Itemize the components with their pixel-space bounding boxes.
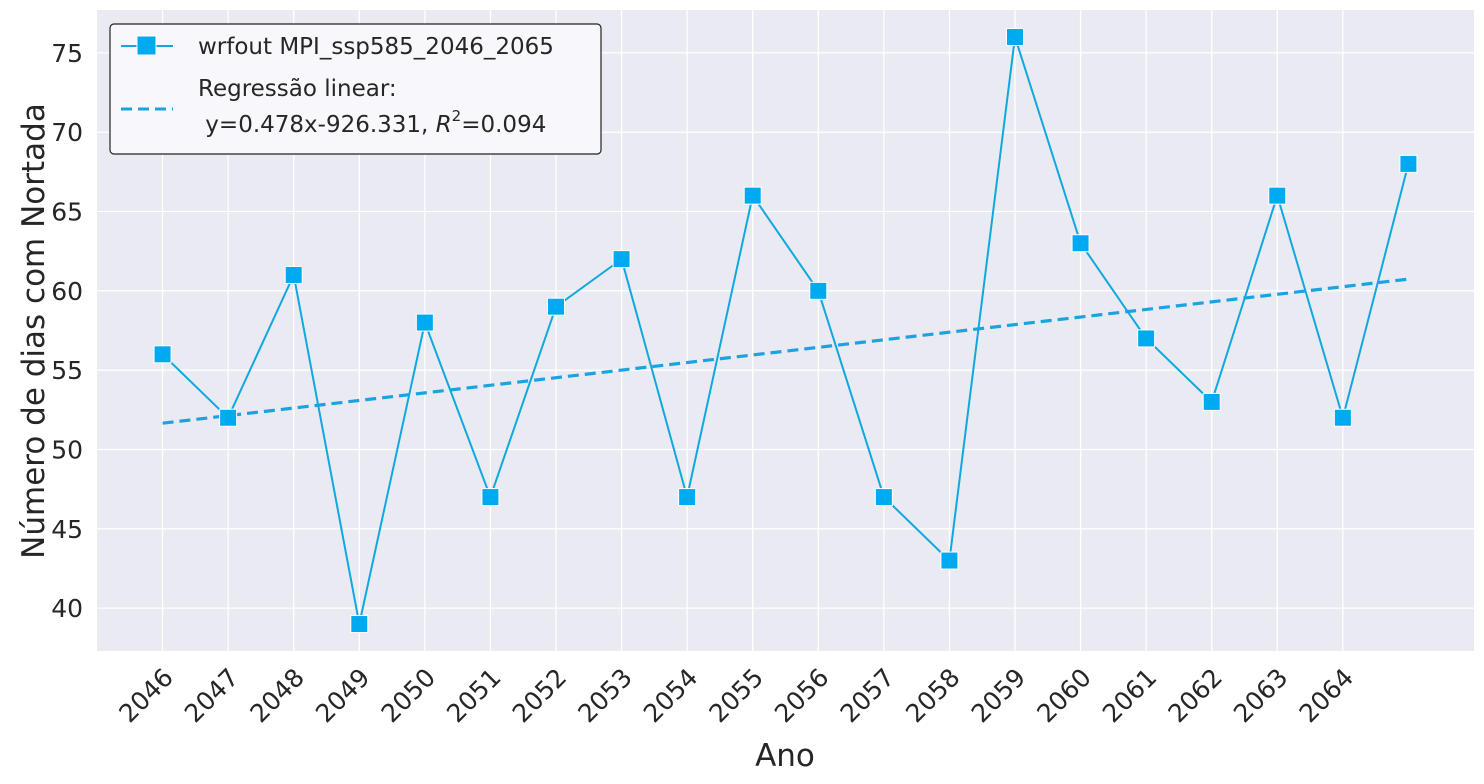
data-point-marker [1137, 329, 1156, 348]
x-tick-label: 2062 [1162, 663, 1227, 728]
x-tick-label: 2051 [441, 663, 506, 728]
x-tick-label: 2050 [376, 663, 441, 728]
series-line [161, 36, 1410, 625]
series-polyline [161, 36, 1410, 625]
legend-r2-value: =0.094 [461, 112, 546, 138]
y-tick-label: 40 [51, 594, 83, 623]
data-point-marker [284, 265, 303, 284]
data-point-marker [612, 250, 631, 269]
x-tick-label: 2047 [179, 663, 244, 728]
legend-series-label: wrfout MPI_ssp585_2046_2065 [198, 34, 554, 60]
data-point-marker [219, 408, 238, 427]
legend-equation-text: y=0.478x-926.331, [198, 112, 436, 138]
data-point-marker [153, 345, 172, 364]
x-tick-label: 2053 [572, 663, 637, 728]
x-tick-label: 2057 [835, 663, 900, 728]
data-point-marker [1006, 27, 1024, 46]
y-axis-tick-labels: 40 45 50 55 60 65 70 75 [51, 39, 83, 623]
legend-regression-label: Regressão linear: [198, 76, 397, 102]
x-tick-label: 2046 [113, 663, 178, 728]
legend-box [109, 23, 602, 155]
x-tick-label: 2059 [966, 663, 1031, 728]
legend: wrfout MPI_ssp585_2046_2065 Regressão li… [109, 23, 602, 155]
data-point-marker [1202, 392, 1221, 411]
y-axis-title: Número de dias com Nortada [16, 103, 52, 559]
y-tick-label: 65 [51, 198, 83, 227]
data-point-marker [809, 281, 828, 300]
data-point-marker [350, 615, 369, 634]
y-tick-label: 75 [51, 39, 83, 68]
y-tick-label: 60 [51, 277, 83, 306]
data-point-marker [678, 488, 697, 507]
x-tick-label: 2048 [244, 663, 309, 728]
y-tick-label: 45 [51, 515, 83, 544]
legend-series-marker-sample [136, 35, 157, 56]
data-point-marker [874, 488, 893, 507]
legend-regression-equation: y=0.478x-926.331, R2=0.094 [198, 107, 546, 138]
data-point-marker [940, 551, 959, 570]
data-point-marker [743, 186, 762, 205]
x-tick-label: 2056 [769, 663, 834, 728]
x-tick-label: 2060 [1031, 663, 1096, 728]
data-point-marker [415, 313, 434, 332]
data-point-marker [1333, 408, 1352, 427]
x-tick-label: 2054 [638, 663, 703, 728]
data-point-marker [547, 297, 565, 316]
x-tick-label: 2061 [1097, 663, 1162, 728]
x-tick-label: 2052 [507, 663, 572, 728]
regression-line [162, 277, 1409, 425]
y-tick-label: 55 [51, 356, 83, 385]
legend-r2-superscript: 2 [452, 107, 462, 125]
y-tick-label: 70 [51, 118, 83, 147]
data-point-marker [481, 488, 500, 507]
series-markers [153, 27, 1418, 634]
x-tick-label: 2063 [1228, 663, 1293, 728]
x-tick-label: 2058 [900, 663, 965, 728]
x-axis-title: Ano [755, 738, 815, 774]
data-point-marker [1268, 186, 1287, 205]
x-tick-label: 2055 [703, 663, 768, 728]
x-axis-tick-labels: 2046 2047 2048 2049 2050 2051 2052 2053 2054 2055… [113, 663, 1359, 728]
legend-r2-symbol: R [436, 112, 452, 138]
regression-dashed-line [162, 277, 1409, 425]
data-point-marker [1399, 154, 1418, 173]
y-tick-label: 50 [51, 435, 83, 464]
x-tick-label: 2064 [1294, 663, 1359, 728]
data-point-marker [1071, 234, 1090, 253]
x-tick-label: 2049 [310, 663, 375, 728]
